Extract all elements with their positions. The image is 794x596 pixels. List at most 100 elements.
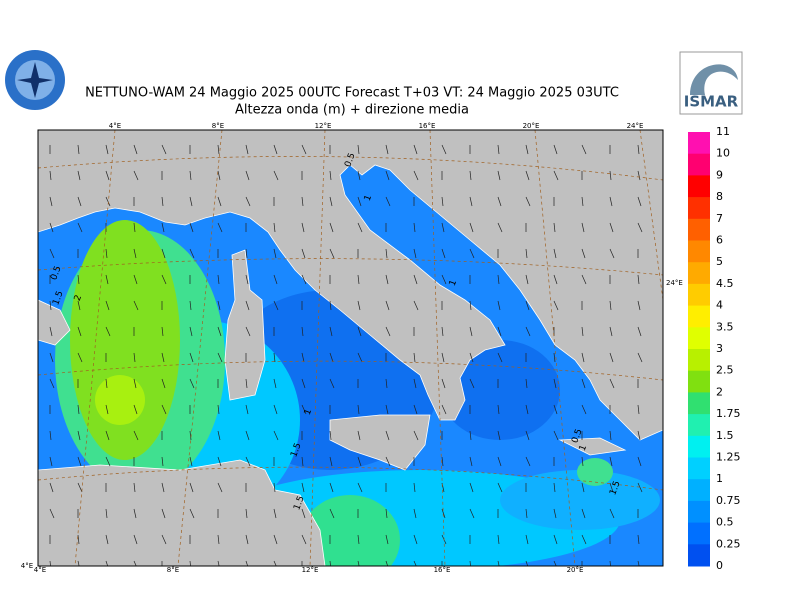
direction-arrow: [469, 456, 473, 467]
colorbar-swatch: [688, 435, 710, 458]
direction-arrow: [357, 326, 362, 337]
direction-arrow: [329, 248, 335, 259]
direction-arrow: [329, 456, 333, 467]
direction-arrow: [49, 326, 53, 337]
direction-arrow: [413, 170, 419, 181]
direction-arrow: [273, 170, 279, 181]
direction-arrow: [441, 196, 444, 207]
direction-arrow: [525, 378, 528, 389]
direction-arrow: [525, 508, 528, 519]
direction-arrow: [385, 404, 389, 415]
colorbar-label: 11: [716, 125, 730, 138]
colorbar-swatch: [688, 283, 710, 307]
direction-arrow: [581, 248, 586, 259]
direction-arrow: [105, 196, 111, 207]
direction-arrow: [245, 196, 251, 207]
direction-arrow: [161, 196, 164, 207]
direction-arrow: [553, 482, 556, 493]
direction-arrow: [385, 144, 389, 155]
direction-arrow: [301, 456, 304, 467]
direction-arrow: [357, 196, 362, 207]
direction-arrow: [133, 274, 138, 285]
direction-arrow: [105, 274, 109, 285]
colorbar-swatch: [688, 240, 710, 263]
direction-arrow: [469, 482, 474, 493]
direction-arrow: [49, 508, 55, 519]
direction-arrow: [637, 456, 642, 467]
direction-arrow: [189, 508, 195, 519]
direction-arrow: [49, 248, 55, 259]
direction-arrow: [273, 352, 276, 363]
lon-label: 4°E: [21, 562, 33, 570]
direction-arrow: [161, 508, 166, 519]
direction-arrow: [133, 430, 139, 441]
direction-arrow: [189, 222, 194, 233]
direction-arrow: [217, 300, 221, 311]
direction-arrow: [497, 456, 502, 467]
direction-arrow: [609, 482, 614, 493]
direction-arrow: [217, 482, 223, 493]
direction-arrow: [441, 326, 444, 337]
direction-arrow: [133, 222, 136, 233]
contour-label: 1: [363, 194, 374, 203]
direction-arrow: [385, 300, 390, 311]
direction-arrow: [77, 456, 82, 467]
colorbar-label: 2: [716, 385, 723, 398]
direction-arrow: [637, 326, 642, 337]
direction-arrow: [581, 378, 586, 389]
lon-label: 4°E: [34, 566, 46, 574]
direction-arrow: [329, 170, 332, 181]
colorbar-label: 2.5: [716, 364, 734, 377]
direction-arrow: [301, 222, 305, 233]
direction-arrow: [301, 352, 305, 363]
contour-label: 0.5: [570, 428, 584, 445]
direction-arrow: [329, 196, 333, 207]
colorbar-swatch: [688, 175, 710, 198]
direction-arrow: [105, 508, 108, 519]
direction-arrow: [441, 144, 447, 155]
direction-arrow: [189, 170, 192, 181]
colorbar-label: 4.5: [716, 277, 734, 290]
direction-arrow: [469, 326, 473, 337]
direction-arrow: [637, 170, 641, 181]
direction-arrow: [525, 144, 529, 155]
lon-label: 16°E: [419, 122, 436, 130]
direction-arrow: [245, 404, 249, 415]
direction-arrow: [525, 326, 531, 337]
direction-arrow: [133, 508, 137, 519]
direction-arrow: [77, 222, 83, 233]
direction-arrow: [105, 534, 109, 545]
direction-arrow: [385, 196, 391, 207]
direction-arrow: [273, 378, 277, 389]
lon-label: 8°E: [167, 566, 179, 574]
direction-arrow: [441, 404, 447, 415]
direction-arrow: [273, 534, 278, 545]
direction-arrow: [301, 378, 306, 389]
direction-arrow: [301, 482, 305, 493]
direction-arrow: [497, 482, 503, 493]
contour-label: 0.5: [343, 152, 357, 169]
direction-arrow: [49, 170, 52, 181]
direction-arrow: [497, 326, 502, 337]
direction-arrow: [637, 144, 640, 155]
colorbar-swatch: [688, 153, 710, 176]
direction-arrow: [105, 326, 111, 337]
direction-arrow: [413, 300, 419, 311]
direction-arrow: [133, 534, 138, 545]
direction-arrow: [77, 326, 82, 337]
colorbar-swatch: [688, 132, 710, 155]
direction-arrow: [553, 430, 559, 441]
direction-arrow: [581, 144, 587, 155]
direction-arrow: [217, 196, 222, 207]
subtitle: Altezza onda (m) + direzione media: [235, 103, 469, 118]
colorbar-label: 1.75: [716, 407, 741, 420]
direction-arrow: [329, 430, 332, 441]
direction-arrow: [357, 144, 360, 155]
direction-arrow: [385, 456, 391, 467]
direction-arrow: [217, 274, 220, 285]
direction-arrow: [217, 430, 221, 441]
direction-arrow: [49, 456, 53, 467]
direction-arrow: [581, 482, 585, 493]
direction-arrow: [357, 404, 360, 415]
